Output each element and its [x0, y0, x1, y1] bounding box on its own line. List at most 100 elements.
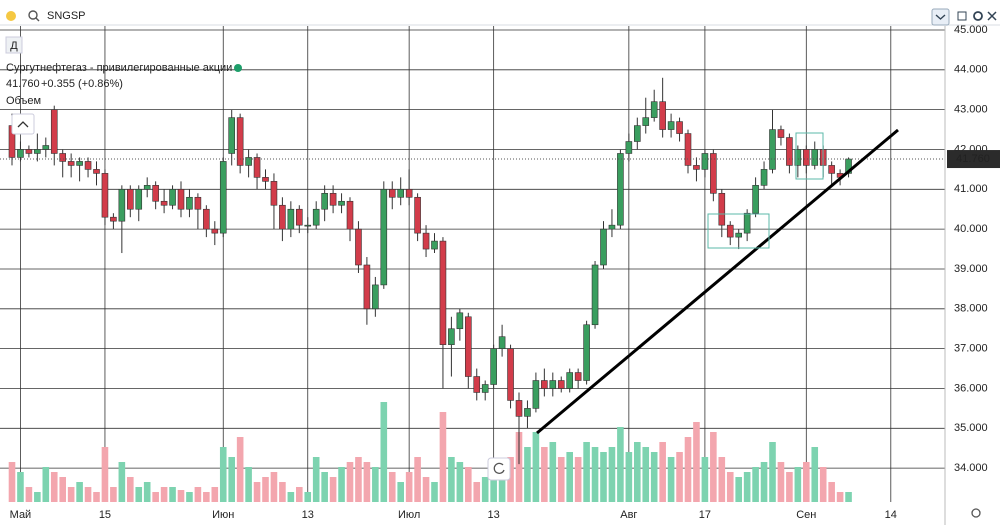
candle-body — [219, 161, 227, 234]
candle-body — [532, 380, 540, 409]
close-icon[interactable] — [987, 11, 997, 21]
settings-icon[interactable] — [973, 11, 983, 21]
axis-settings[interactable] — [971, 508, 981, 518]
candle-body — [414, 196, 421, 234]
volume-bar — [388, 472, 396, 502]
candle-body — [617, 153, 624, 226]
volume-bar — [566, 452, 573, 502]
candle-body — [101, 173, 109, 218]
y-tick-label: 45.000 — [954, 24, 988, 36]
volume-bar — [600, 452, 607, 502]
volume-bar — [270, 472, 278, 502]
candle-body — [557, 380, 565, 389]
volume-bar — [127, 477, 134, 502]
symbol-input[interactable]: SNGSP — [47, 10, 86, 22]
volume-bar — [422, 477, 430, 502]
candle-body — [346, 200, 354, 230]
candle-body — [304, 224, 312, 227]
candle-body — [566, 372, 574, 389]
volume-bar — [481, 477, 489, 502]
candle-body — [329, 192, 337, 206]
volume-bar — [228, 457, 235, 502]
candle-body — [355, 228, 362, 266]
candle-body — [726, 224, 734, 238]
candle-body — [524, 408, 531, 417]
candle-body — [794, 149, 802, 166]
y-tick-label: 41.000 — [954, 183, 988, 195]
candle-body — [549, 380, 557, 389]
candle-body — [287, 208, 295, 230]
volume-bar — [262, 477, 269, 502]
volume-bar — [549, 442, 557, 502]
candle-body — [110, 216, 117, 222]
volume-bar — [177, 490, 185, 502]
x-tick-label: 13 — [488, 509, 500, 521]
volume-bar — [608, 447, 616, 502]
candle-body — [118, 189, 126, 222]
volume-bar — [245, 467, 252, 502]
x-tick-label: Сен — [796, 509, 816, 521]
candle-body — [777, 129, 785, 138]
candle-body — [245, 157, 252, 166]
window-icon[interactable] — [957, 11, 967, 21]
volume-bar — [693, 422, 700, 502]
chevron — [935, 14, 946, 20]
dropdown-button[interactable] — [931, 8, 950, 26]
volume-bar — [735, 477, 742, 502]
volume-bar — [414, 457, 421, 502]
volume-bar — [541, 447, 548, 502]
candle-body — [684, 133, 692, 166]
volume-bar — [67, 487, 75, 502]
volume-bar — [710, 432, 717, 502]
candle-body — [464, 316, 472, 377]
volume-bar — [456, 462, 464, 502]
volume-bar — [329, 477, 337, 502]
volume-bar — [439, 412, 447, 502]
candle-body — [25, 149, 33, 154]
volume-bar — [726, 472, 734, 502]
volume-bar — [760, 462, 768, 502]
search-icon-handle — [35, 17, 40, 22]
volume-bar — [34, 492, 41, 502]
y-tick-label: 35.000 — [954, 422, 988, 434]
candle-body — [659, 101, 666, 130]
candle-body — [203, 208, 210, 230]
candle-body — [456, 312, 464, 330]
volume-bar — [194, 487, 202, 502]
volume-bar — [667, 457, 675, 502]
x-tick-label: Июн — [212, 509, 234, 521]
candle-body — [186, 196, 193, 210]
volume-bar — [498, 472, 506, 502]
volume-bar — [448, 457, 455, 502]
reset-button[interactable] — [487, 457, 511, 481]
candle-body — [17, 149, 24, 158]
candle-body — [769, 129, 776, 170]
interval-button[interactable] — [5, 36, 23, 54]
candle-body — [650, 101, 658, 118]
candle-body — [574, 372, 582, 381]
y-tick-label: 37.000 — [954, 343, 988, 355]
search-icon[interactable] — [28, 10, 38, 20]
collapse-button[interactable] — [11, 113, 35, 135]
candle-body — [135, 189, 143, 210]
last-price-tag — [947, 150, 1000, 169]
volume-bar — [819, 467, 827, 502]
candle-body — [211, 228, 219, 234]
candle-body — [541, 380, 548, 389]
volume-bar — [557, 457, 565, 502]
volume-bar — [684, 437, 692, 502]
collapse-icon — [17, 121, 29, 128]
volume-bar — [296, 487, 303, 502]
volume-bar — [836, 492, 844, 502]
candle-body — [34, 149, 41, 154]
status-dot — [6, 11, 16, 21]
candle-body — [160, 200, 168, 206]
volume-bar — [397, 482, 404, 502]
volume-bar — [143, 482, 151, 502]
volume-bar — [338, 467, 345, 502]
candle-body — [50, 109, 58, 154]
y-tick-label: 44.000 — [954, 64, 988, 76]
candle-body — [752, 185, 759, 214]
volume-bar — [532, 432, 540, 502]
x-tick-label: 13 — [302, 509, 314, 521]
